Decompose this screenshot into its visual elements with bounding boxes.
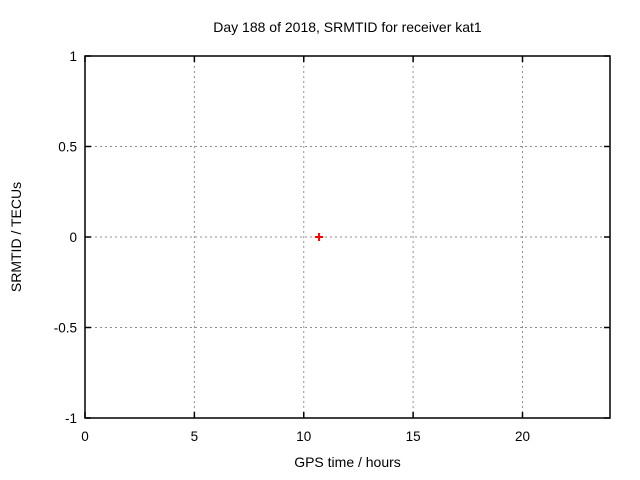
y-tick-label: 1 [69,49,77,64]
x-tick-label: 10 [296,429,311,444]
chart-title: Day 188 of 2018, SRMTID for receiver kat… [213,19,482,35]
y-tick-label: -1 [65,411,77,426]
y-tick-label: 0.5 [58,140,77,155]
x-axis-label: GPS time / hours [294,454,401,470]
x-tick-label: 15 [406,429,421,444]
x-tick-label: 0 [81,429,89,444]
x-tick-label: 5 [191,429,199,444]
x-tick-label: 20 [515,429,530,444]
y-tick-label: -0.5 [54,321,77,336]
y-tick-label: 0 [69,230,77,245]
